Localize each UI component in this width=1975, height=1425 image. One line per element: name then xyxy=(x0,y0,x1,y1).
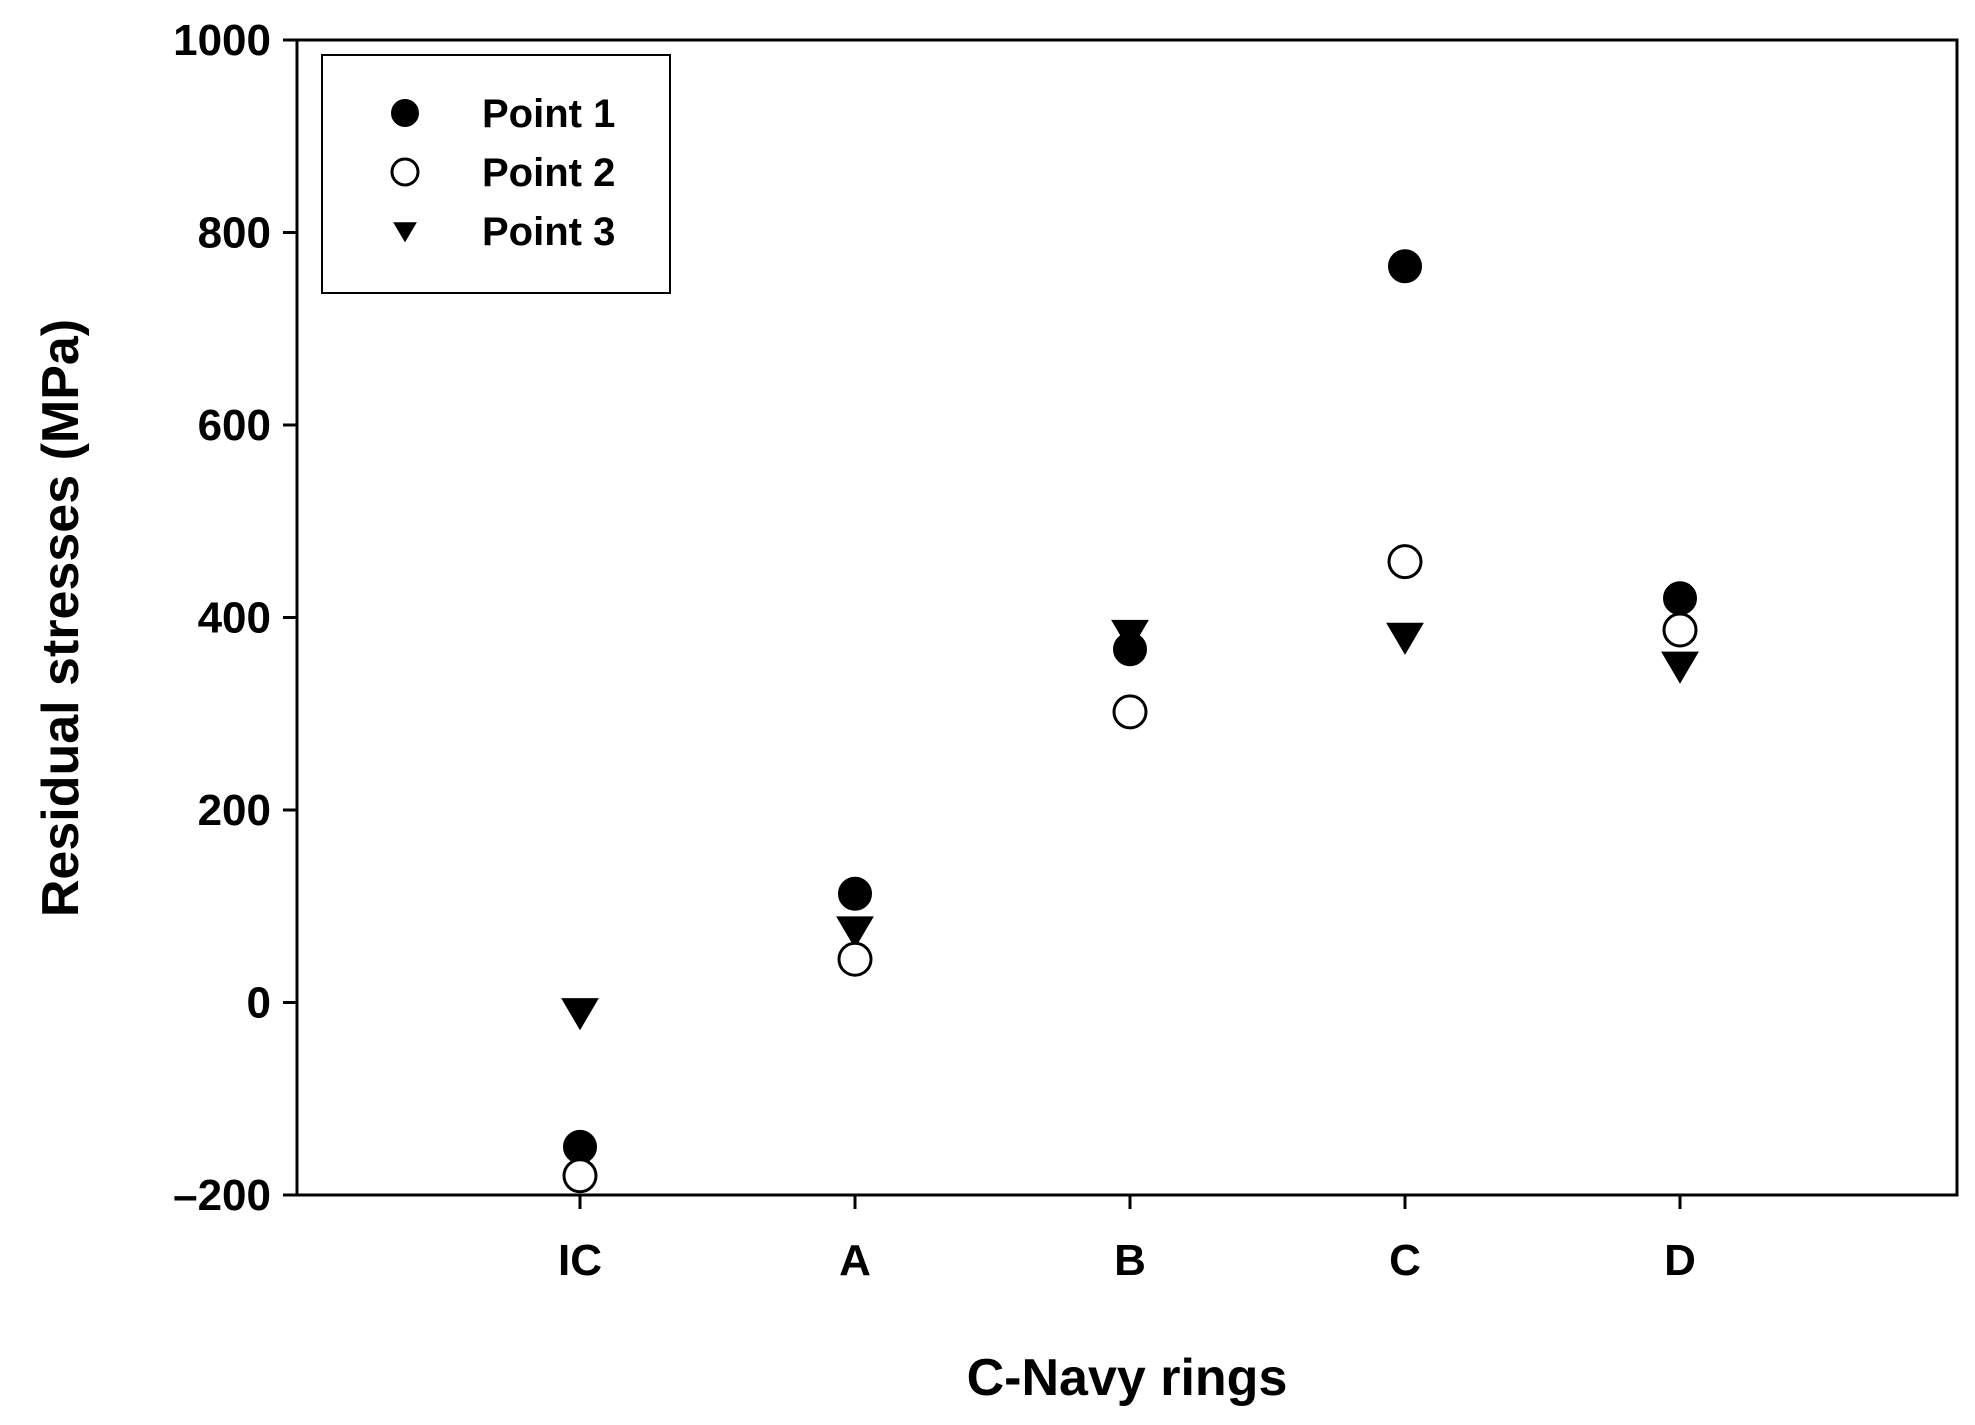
point-1-marker xyxy=(1113,632,1147,667)
point-3-marker xyxy=(836,916,874,949)
x-tick-label: IC xyxy=(558,1236,602,1285)
point-3-marker xyxy=(1386,622,1424,655)
x-tick-label: B xyxy=(1114,1236,1146,1285)
point-2-marker xyxy=(1662,612,1698,648)
x-tick-label: D xyxy=(1664,1236,1696,1285)
point-3-marker xyxy=(561,998,599,1031)
point-2-marker xyxy=(562,1158,598,1194)
y-axis-title: Residual stresses (MPa) xyxy=(32,319,90,917)
y-tick-label: –200 xyxy=(173,1171,271,1220)
x-tick-label: A xyxy=(839,1236,871,1285)
legend-marker-point-3 xyxy=(393,222,417,243)
legend-label-point-3: Point 3 xyxy=(482,210,615,254)
point-2-marker xyxy=(1387,544,1423,580)
y-axis: –200 0 200 400 600 800 1000 xyxy=(173,16,297,1220)
y-tick-label: 800 xyxy=(198,209,271,258)
legend-marker-point-2 xyxy=(390,157,420,187)
data-points xyxy=(561,249,1699,1194)
y-tick-label: 200 xyxy=(198,786,271,835)
point-1-marker xyxy=(838,876,872,911)
y-tick-label: 1000 xyxy=(173,16,271,65)
y-tick-label: 600 xyxy=(198,401,271,450)
y-tick-label: 400 xyxy=(198,594,271,643)
legend-box xyxy=(321,54,671,294)
point-1-marker xyxy=(563,1129,597,1164)
legend-label-point-2: Point 2 xyxy=(482,151,615,195)
legend-label-point-1: Point 1 xyxy=(482,92,615,136)
point-2-marker xyxy=(1112,694,1148,730)
point-1-marker xyxy=(1388,249,1422,284)
y-tick-label: 0 xyxy=(247,979,271,1028)
x-axis: IC A B C D xyxy=(558,1195,1696,1285)
point-3-marker xyxy=(1661,651,1699,684)
point-1-marker xyxy=(1663,581,1697,616)
point-2-marker xyxy=(837,941,873,977)
legend: Point 1 Point 2 Point 3 xyxy=(321,54,671,294)
x-axis-title: C-Navy rings xyxy=(967,1349,1288,1407)
legend-marker-point-1 xyxy=(391,99,419,127)
x-tick-label: C xyxy=(1389,1236,1421,1285)
